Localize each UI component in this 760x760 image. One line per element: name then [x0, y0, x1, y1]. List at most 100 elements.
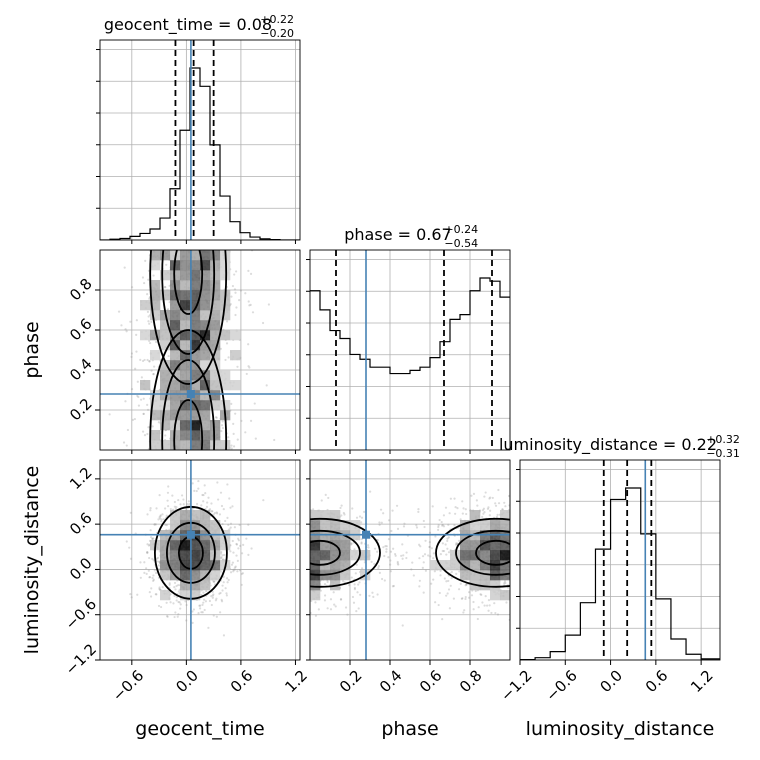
sample-point: [152, 274, 155, 277]
sample-point: [203, 608, 206, 612]
sample-point: [166, 614, 169, 618]
sample-point: [139, 561, 142, 564]
density-cell: [160, 360, 171, 371]
sample-point: [477, 606, 480, 609]
density-cell: [310, 580, 321, 591]
density-cell: [210, 250, 221, 261]
sample-point: [441, 549, 444, 553]
sample-point: [479, 593, 482, 596]
density-cell: [500, 540, 510, 551]
sample-point: [232, 568, 235, 571]
sample-point: [481, 509, 484, 512]
sample-point: [214, 416, 218, 419]
sample-point: [173, 615, 176, 619]
sample-point: [221, 584, 224, 587]
density-cell: [200, 350, 211, 361]
sample-point: [149, 529, 152, 532]
sample-point: [201, 493, 204, 497]
sample-point: [166, 308, 170, 311]
density-cell: [200, 570, 211, 581]
sample-point: [423, 525, 426, 529]
sample-point: [450, 576, 453, 580]
density-cell: [230, 380, 241, 391]
sample-point: [389, 550, 393, 553]
sample-point: [145, 567, 148, 570]
sample-point: [129, 593, 132, 596]
sample-point: [215, 416, 218, 419]
sample-point: [146, 551, 149, 555]
density-cell: [200, 520, 211, 531]
sample-point: [376, 593, 379, 596]
sample-point: [146, 403, 149, 407]
density-cell: [150, 440, 161, 450]
density-cell: [210, 570, 221, 581]
density-cell: [160, 340, 171, 351]
sample-point: [142, 412, 145, 415]
sample-point: [418, 557, 421, 560]
sample-point: [389, 559, 392, 562]
density-cell: [170, 410, 181, 421]
sample-point: [165, 514, 168, 517]
sample-point: [236, 559, 239, 562]
sample-point: [208, 508, 212, 511]
sample-point: [179, 603, 182, 606]
sample-point: [159, 605, 163, 609]
density-cell: [150, 390, 161, 401]
density-cell: [180, 580, 191, 591]
sample-point: [446, 547, 449, 550]
sample-point: [468, 596, 471, 599]
sample-point: [390, 529, 393, 533]
sample-point: [125, 330, 128, 333]
density-cell: [150, 330, 161, 341]
sample-point: [261, 321, 265, 325]
sample-point: [503, 580, 507, 583]
density-cell: [210, 300, 221, 311]
sample-point: [472, 600, 475, 604]
sample-point: [211, 596, 214, 599]
sample-point: [353, 588, 356, 591]
sample-point: [457, 588, 461, 591]
sample-point: [172, 602, 175, 605]
y-tick-label-phase: 0.2: [66, 395, 96, 425]
sample-point: [158, 586, 161, 589]
sample-point: [231, 539, 234, 543]
density-cell: [160, 290, 171, 301]
sample-point: [219, 552, 223, 555]
density-cell: [190, 570, 201, 581]
y-tick-label-luminosity_distance: −1.2: [62, 640, 100, 678]
x-axis-label-luminosity_distance: luminosity_distance: [526, 718, 715, 740]
density-cell: [170, 400, 181, 411]
sample-point: [221, 426, 225, 430]
density-cell: [340, 540, 351, 551]
sample-point: [222, 508, 225, 511]
sample-point: [429, 555, 432, 558]
sample-point: [218, 513, 222, 516]
sample-point: [212, 513, 215, 516]
sample-point: [461, 597, 464, 600]
sample-point: [165, 601, 168, 604]
sample-point: [139, 358, 142, 361]
contour: [173, 250, 204, 315]
sample-point: [145, 572, 148, 576]
density-cell: [150, 250, 161, 261]
sample-point: [432, 557, 435, 560]
sample-point: [154, 340, 158, 344]
sample-point: [218, 592, 221, 595]
density-cell: [190, 270, 201, 281]
sample-point: [154, 523, 157, 526]
density-cell: [200, 340, 211, 351]
sample-point: [465, 583, 468, 586]
sample-point: [446, 539, 449, 542]
sample-point: [148, 359, 151, 363]
sample-point: [124, 400, 127, 403]
sample-point: [161, 586, 164, 589]
density-cell: [450, 550, 461, 561]
sample-point: [126, 428, 130, 432]
density-cell: [200, 310, 211, 321]
sample-point: [405, 556, 408, 560]
sample-point: [349, 543, 353, 546]
density-cell: [200, 560, 211, 571]
truth-marker: [186, 390, 195, 398]
sample-point: [439, 574, 442, 577]
y-tick-label-luminosity_distance: 0.0: [66, 554, 96, 584]
